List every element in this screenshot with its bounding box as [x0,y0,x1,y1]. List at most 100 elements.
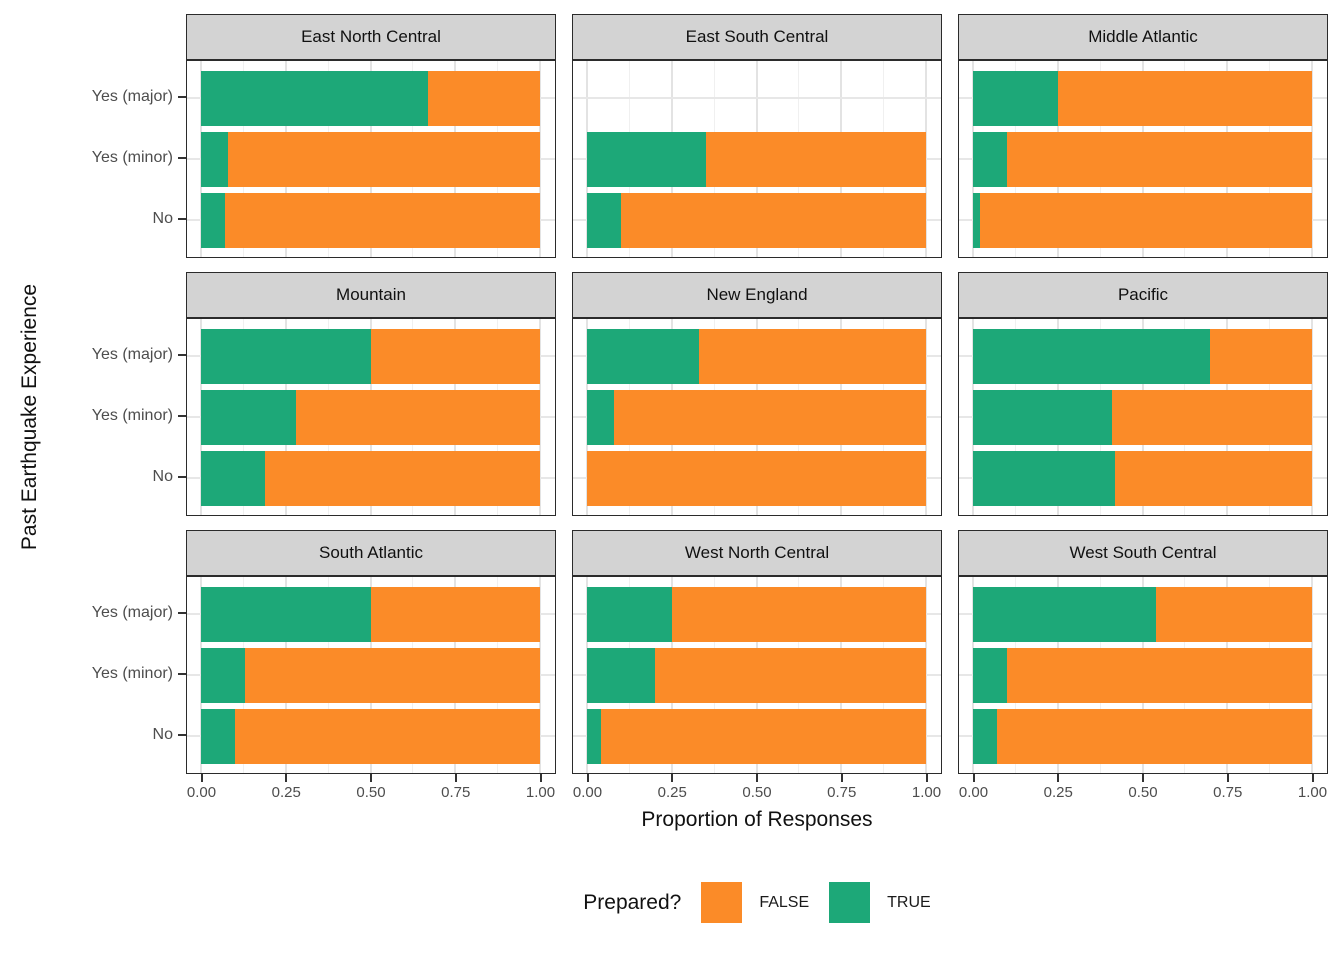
stacked-bar [201,450,540,506]
facet-strip: Mountain [186,272,556,318]
facet-panel: Pacific [958,272,1328,516]
facet-panel: Middle Atlantic [958,14,1328,258]
stacked-bar [973,192,1312,248]
bar-segment-false [621,192,926,248]
facet-strip-label: West South Central [1069,543,1217,562]
stacked-bar [973,647,1312,703]
y-tick-mark [178,734,186,736]
y-tick-label: No [152,210,173,227]
facet-strip: Pacific [958,272,1328,318]
bar-segment-false [699,328,926,384]
bar-segment-false [980,192,1312,248]
bar-segment-true [201,328,371,384]
x-tick-label: 1.00 [525,784,556,801]
bar-segment-false [228,131,540,187]
legend-label-true: TRUE [887,893,931,911]
stacked-bar [973,708,1312,764]
bar-segment-true [973,131,1007,187]
y-tick-label: Yes (major) [91,346,173,363]
bar-segment-true [587,131,706,187]
bar-segment-true [973,389,1112,445]
y-tick-mark [178,354,186,356]
x-tick-mark [285,774,288,782]
x-tick-label: 0.50 [1128,784,1158,801]
bar-segment-false [265,450,540,506]
x-tick-label: 0.50 [356,784,386,801]
stacked-bar [201,131,540,187]
y-tick-mark [178,218,186,220]
facet-row: Yes (major) Yes (minor) No Mountain New En… [0,272,1344,516]
facet-strip: West South Central [958,530,1328,576]
stacked-bar [587,586,926,642]
x-tick-label: 1.00 [911,784,942,801]
x-tick-label: 0.75 [441,784,471,801]
bar-segment-true [201,70,428,126]
x-tick-mark [1311,774,1314,782]
bar-segment-true [587,328,699,384]
bar-segment-true [973,647,1007,703]
facet-strip: East North Central [186,14,556,60]
stacked-bar [201,192,540,248]
y-tick-label: No [152,726,173,743]
x-axis-cell: 0.00 0.25 0.50 0.75 1.00 [572,774,942,806]
facet-panel: Mountain [186,272,556,516]
gridline-major-h [573,97,941,99]
x-axis-cell: 0.00 0.25 0.50 0.75 1.00 [958,774,1328,806]
x-axis-title: Proportion of Responses [641,808,873,831]
legend-swatch-true [829,882,871,923]
stacked-bar [201,328,540,384]
bar-segment-true [973,328,1210,384]
x-tick-label: 0.75 [1213,784,1243,801]
bar-segment-true [201,586,371,642]
y-tick-mark [178,157,186,159]
stacked-bar [587,647,926,703]
bar-segment-false [1058,70,1312,126]
bar-segment-true [973,586,1156,642]
x-tick-mark [1226,774,1229,782]
facet-grid: Yes (major) Yes (minor) No East North Cent… [0,14,1344,774]
bar-segment-false [655,647,926,703]
bar-segment-false [1007,131,1312,187]
x-axis-gutter [0,774,186,806]
bar-segment-true [587,389,614,445]
plot-area [958,60,1328,258]
y-tick-label: Yes (minor) [91,665,173,682]
facet-strip: Middle Atlantic [958,14,1328,60]
y-tick-label: Yes (minor) [91,149,173,166]
facet-strip: West North Central [572,530,942,576]
bar-segment-true [587,708,601,764]
facet-strip-label: East North Central [301,27,441,46]
y-tick-mark [178,96,186,98]
x-axis: 0.00 0.25 0.50 0.75 1.00 0.00 0.25 0.50 0.75 1.00… [0,774,1344,806]
x-tick-mark [539,774,542,782]
x-tick-mark [586,774,589,782]
x-tick-mark [925,774,928,782]
legend-title: Prepared? [583,890,682,914]
y-axis-labels: Yes (major) Yes (minor) No [0,14,186,258]
facet-panel: East North Central [186,14,556,258]
x-tick-mark [972,774,975,782]
bar-segment-false [672,586,926,642]
stacked-bar [201,647,540,703]
bar-segment-false [428,70,540,126]
plot-area [958,576,1328,774]
bar-segment-false [1156,586,1312,642]
facet-strip-label: South Atlantic [319,543,423,562]
stacked-bar [587,131,926,187]
y-tick-label: Yes (major) [91,604,173,621]
x-tick-mark [454,774,457,782]
bar-segment-false [614,389,926,445]
bar-segment-true [201,450,265,506]
stacked-bar [973,586,1312,642]
bar-segment-true [201,647,245,703]
facet-panel: West North Central [572,530,942,774]
x-tick-mark [840,774,843,782]
bar-segment-false [371,328,540,384]
stacked-bar [587,192,926,248]
plot-area [186,576,556,774]
bar-segment-false [587,450,926,506]
bar-segment-true [201,131,228,187]
stacked-bar [973,328,1312,384]
bar-segment-true [201,192,225,248]
facet-strip: South Atlantic [186,530,556,576]
